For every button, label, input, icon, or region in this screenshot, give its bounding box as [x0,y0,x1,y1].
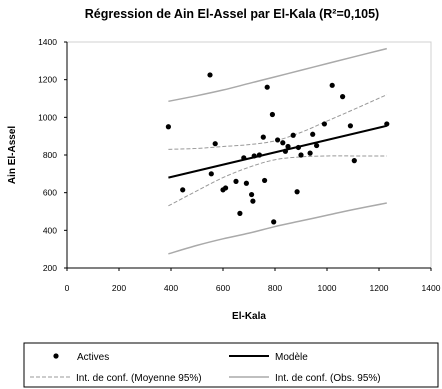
data-point [223,185,229,191]
legend: Actives Modèle Int. de conf. (Moyenne 95… [23,342,439,388]
ci-obs-upper-line [168,47,387,103]
plot-area [66,41,432,269]
data-point [262,177,268,184]
y-tick-label: 800 [43,150,57,160]
data-point [307,150,313,156]
y-tick-labels: 200 400 600 800 1000 1200 1400 [38,37,67,273]
data-point [243,180,249,186]
data-point [180,187,186,193]
data-point [351,158,357,164]
data-point [233,178,239,184]
ci-mean-upper-line [168,94,388,150]
data-point [280,140,286,146]
y-tick-label: 1000 [38,112,57,122]
data-point [249,191,255,198]
ci-mean-lower-line [168,155,387,207]
y-tick-label: 1400 [38,37,57,47]
data-point [282,148,288,154]
x-axis-label: El-Kala [232,311,266,322]
legend-label-ci-obs: Int. de conf. (Obs. 95%) [275,373,381,384]
data-point [165,124,171,130]
data-point [269,111,275,118]
legend-marker-actives [53,353,59,359]
data-point [251,153,257,159]
data-point [250,198,256,204]
legend-label-actives: Actives [77,352,109,363]
data-point [260,134,266,140]
chart-title: Régression de Ain El-Assel par El-Kala (… [85,7,379,21]
y-tick-label: 400 [43,225,57,235]
data-point [241,155,247,161]
legend-label-model: Modèle [275,352,308,363]
ci-obs-lower-line [168,202,387,255]
y-axis-label: Ain El-Assel [7,126,18,185]
model-line-group [168,124,388,179]
model-line [168,124,388,179]
x-tick-label: 600 [216,283,230,293]
data-points [165,72,390,225]
x-tick-label: 800 [268,283,282,293]
data-point [310,131,316,137]
data-point [271,219,277,225]
data-point [321,121,327,127]
data-point [285,143,291,150]
data-point [384,121,390,127]
data-point [314,142,320,149]
x-tick-label: 400 [164,283,178,293]
data-point [237,210,243,216]
data-point [264,84,270,90]
x-tick-label: 1400 [422,283,441,293]
data-point [298,152,304,158]
data-point [294,189,300,195]
data-point [340,94,346,100]
data-point [329,82,335,88]
data-point [256,152,262,158]
x-tick-label: 1200 [370,283,389,293]
data-point [295,144,301,151]
ci-obs-bands [168,47,387,255]
data-point [207,72,213,78]
data-point [290,132,296,138]
y-tick-label: 200 [43,263,57,273]
ci-mean-bands [168,94,388,207]
y-tick-label: 1200 [38,75,57,85]
data-point [208,171,214,177]
x-tick-label: 200 [112,283,126,293]
data-point [347,123,353,129]
legend-box [23,342,439,388]
x-tick-label: 1000 [318,283,337,293]
legend-label-ci-mean: Int. de conf. (Moyenne 95%) [76,373,202,384]
x-tick-label: 0 [65,283,70,293]
x-tick-labels: 0 200 400 600 800 1000 1200 1400 [65,268,441,293]
y-tick-label: 600 [43,188,57,198]
data-point [275,137,281,143]
data-point [212,141,218,147]
